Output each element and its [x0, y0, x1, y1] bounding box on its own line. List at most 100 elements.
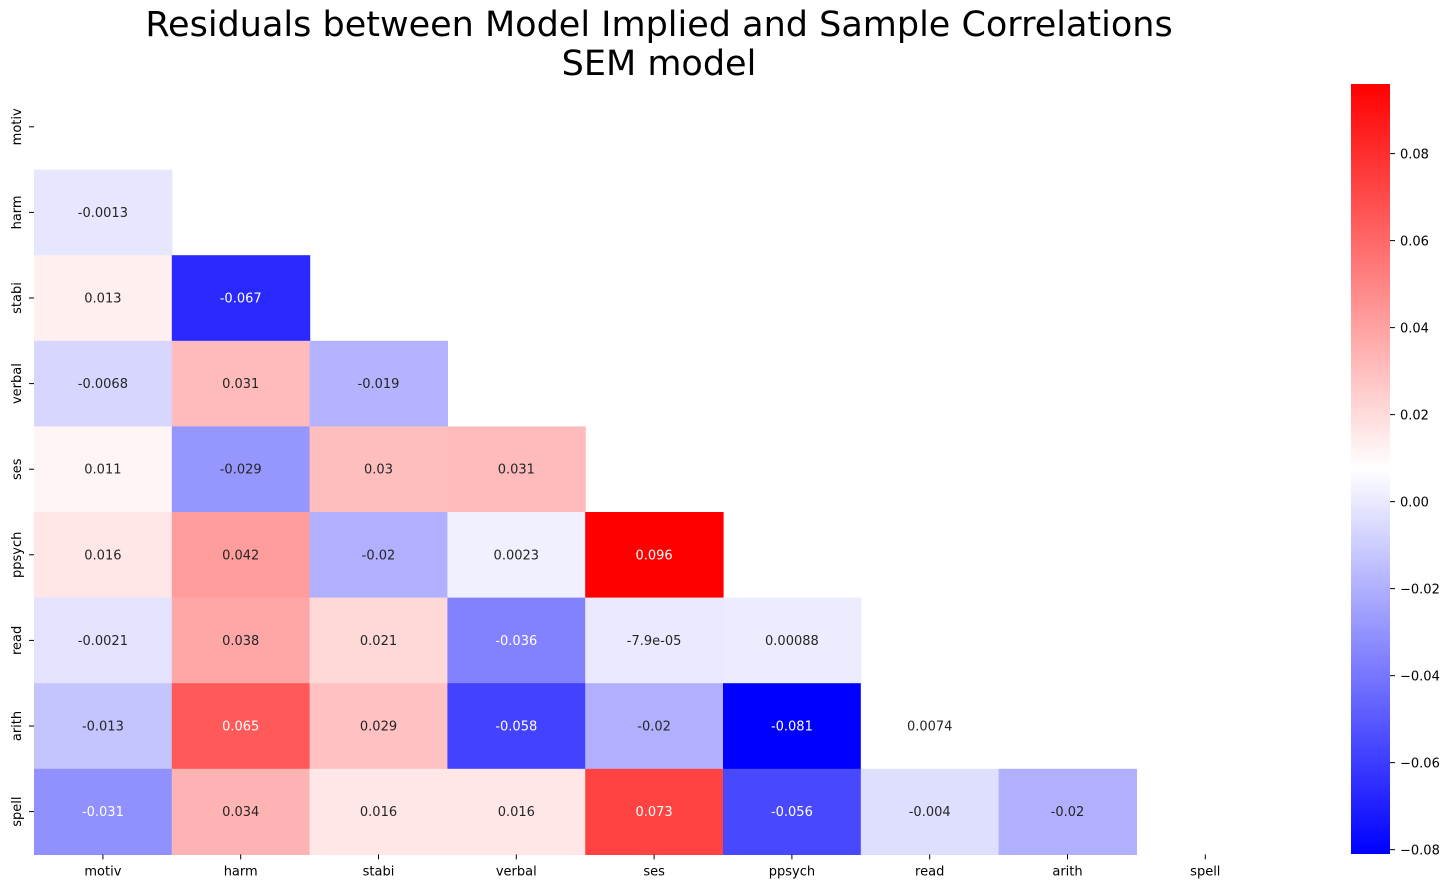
- heatmap-cell: [171, 597, 311, 684]
- y-axis: motiv harm stabi verbal ses ppsych read arith sp…: [10, 108, 34, 827]
- cell-value-label: 0.031: [498, 463, 535, 478]
- cell-value-label: 0.016: [498, 805, 535, 820]
- colorbar-tick-label: −0.08: [1400, 844, 1440, 859]
- colorbar-tick-label: 0.08: [1400, 148, 1429, 163]
- cell-value-label: 0.065: [222, 720, 259, 735]
- colorbar-tick-label: −0.06: [1400, 757, 1440, 772]
- y-tick-label: spell: [10, 796, 25, 826]
- cell-value-label: 0.042: [222, 548, 259, 563]
- cell-value-label: -0.0013: [78, 206, 128, 221]
- cell-value-label: -0.067: [220, 292, 262, 307]
- cell-value-label: -0.013: [82, 720, 124, 735]
- heatmap-cell: [34, 512, 173, 599]
- y-tick-label: verbal: [10, 363, 25, 404]
- x-tick-label: motiv: [84, 864, 121, 879]
- cell-value-label: 0.031: [222, 377, 259, 392]
- cell-value-label: -0.02: [1051, 805, 1085, 820]
- heatmap-cell: [723, 683, 862, 770]
- cell-value-label: -0.031: [82, 805, 124, 820]
- cell-value-label: -0.0021: [78, 634, 128, 649]
- heatmap-cell: [309, 512, 448, 599]
- cell-value-label: 0.00088: [765, 634, 819, 649]
- x-tick-label: verbal: [496, 864, 537, 879]
- colorbar: 0.08 0.06 0.04 0.02 0.00 −0.02 −0.04 −0.06 −0.08: [1351, 84, 1440, 859]
- cell-value-label: 0.0074: [907, 720, 953, 735]
- y-tick-label: motiv: [10, 108, 25, 145]
- cell-value-label: 0.013: [84, 292, 121, 307]
- heatmap-cell: [34, 597, 173, 684]
- colorbar-tick-label: 0.00: [1400, 496, 1429, 511]
- heatmap-cell: [447, 768, 586, 855]
- heatmap-cell: [585, 512, 724, 599]
- heatmap-cells: [34, 169, 1137, 855]
- heatmap-cell: [309, 768, 448, 855]
- y-tick-label: ppsych: [10, 532, 25, 578]
- heatmap-cell: [585, 597, 724, 684]
- colorbar-tick-label: −0.04: [1400, 670, 1440, 685]
- chart-title: Residuals between Model Implied and Samp…: [34, 6, 1284, 84]
- heatmap-cell: [860, 683, 1000, 770]
- heatmap-cell: [447, 426, 586, 513]
- heatmap-cell: [998, 768, 1137, 855]
- heatmap-cell: [309, 340, 448, 427]
- cell-value-label: 0.016: [84, 548, 121, 563]
- heatmap-cell: [171, 426, 311, 513]
- y-tick-label: stabi: [10, 282, 25, 314]
- cell-value-label: -0.02: [362, 548, 396, 563]
- heatmap-cell: [34, 426, 173, 513]
- colorbar-tick-label: 0.02: [1400, 409, 1429, 424]
- x-axis: motiv harm stabi verbal ses ppsych read arith sp…: [84, 854, 1220, 879]
- y-tick-label: harm: [10, 195, 25, 229]
- heatmap-cell: [309, 683, 448, 770]
- heatmap-cell: [860, 768, 1000, 855]
- cell-value-label: 0.073: [635, 805, 672, 820]
- y-tick-label: read: [10, 626, 25, 655]
- x-tick-label: harm: [224, 864, 258, 879]
- heatmap-cell: [309, 597, 448, 684]
- y-tick-label: arith: [10, 711, 25, 741]
- heatmap-cell: [171, 768, 311, 855]
- x-tick-label: stabi: [363, 864, 395, 879]
- heatmap-cell: [34, 768, 173, 855]
- chart-title-line-2: SEM model: [561, 44, 757, 84]
- heatmap-cell: [171, 512, 311, 599]
- x-tick-label: ppsych: [769, 864, 815, 879]
- y-tick-label: ses: [10, 458, 25, 480]
- heatmap-cell: [34, 340, 173, 427]
- cell-value-label: -0.004: [909, 805, 951, 820]
- cell-value-label: 0.021: [360, 634, 397, 649]
- cell-value-label: -0.058: [495, 720, 537, 735]
- cell-value-label: -7.9e-05: [627, 634, 682, 649]
- x-tick-label: read: [915, 864, 944, 879]
- colorbar-tick-label: 0.06: [1400, 235, 1429, 250]
- cell-annotations: -0.0013 0.013 -0.067 -0.0068 0.031 -0.019 0.01…: [78, 206, 1085, 820]
- heatmap-cell: [34, 683, 173, 770]
- heatmap-cell: [34, 255, 173, 342]
- heatmap-cell: [585, 768, 724, 855]
- cell-value-label: 0.011: [84, 463, 121, 478]
- heatmap-cell: [447, 683, 586, 770]
- cell-value-label: 0.096: [635, 548, 672, 563]
- heatmap-cell: [171, 340, 311, 427]
- cell-value-label: 0.029: [360, 720, 397, 735]
- heatmap-cell: [723, 768, 862, 855]
- heatmap-cell: [447, 597, 586, 684]
- cell-value-label: -0.081: [771, 720, 813, 735]
- cell-value-label: -0.019: [358, 377, 400, 392]
- heatmap-cell: [585, 683, 724, 770]
- heatmap-cell: [309, 426, 448, 513]
- x-tick-label: ses: [643, 864, 665, 879]
- colorbar-tick-label: 0.04: [1400, 322, 1429, 337]
- chart-title-line-1: Residuals between Model Implied and Samp…: [145, 5, 1173, 45]
- cell-value-label: 0.038: [222, 634, 259, 649]
- heatmap-cell: [171, 255, 311, 342]
- cell-value-label: -0.02: [637, 720, 671, 735]
- heatmap-cell: [447, 512, 586, 599]
- cell-value-label: 0.0023: [494, 548, 540, 563]
- cell-value-label: -0.029: [220, 463, 262, 478]
- x-tick-label: arith: [1052, 864, 1082, 879]
- cell-value-label: -0.056: [771, 805, 813, 820]
- cell-value-label: 0.016: [360, 805, 397, 820]
- cell-value-label: -0.0068: [78, 377, 128, 392]
